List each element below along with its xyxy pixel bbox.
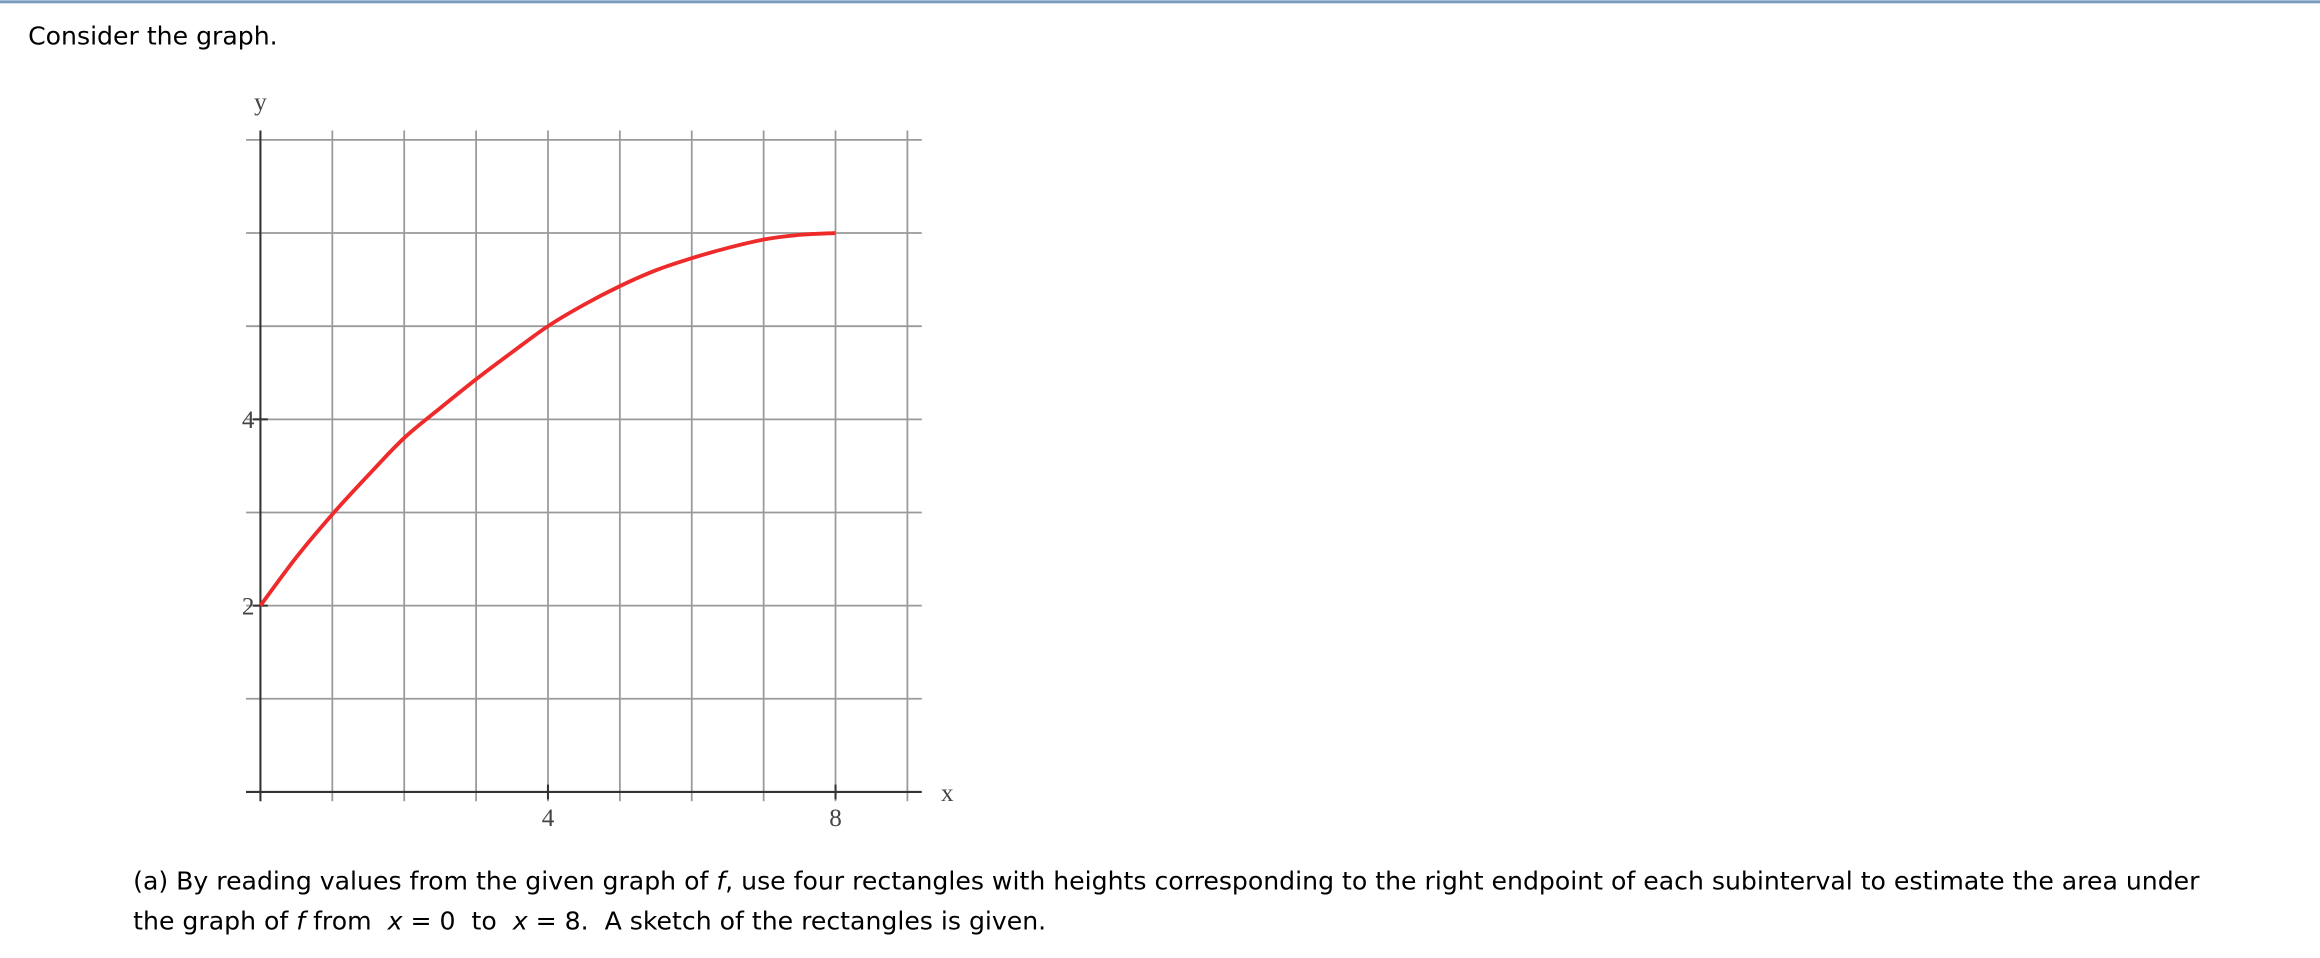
y-axis-label: y (254, 89, 267, 116)
question-text: = 8. A sketch of the rectangles is given… (528, 907, 1047, 936)
question-line: (a) By reading values from the given gra… (133, 867, 2200, 896)
top-border (0, 0, 2320, 4)
curve (258, 231, 836, 607)
math-symbol: x (387, 907, 404, 936)
question-line: the graph of f from x = 0 to x = 8. A sk… (133, 907, 1046, 936)
x-tick-label: 8 (829, 805, 842, 832)
question-text: (a) By reading values from the given gra… (133, 867, 716, 896)
math-symbol: x (512, 907, 529, 936)
question-text: , use four rectangles with heights corre… (725, 867, 2200, 896)
question-text: from (305, 907, 387, 936)
prompt: Consider the graph. (28, 22, 278, 51)
y-tick-label: 2 (242, 594, 255, 621)
y-tick-label: 4 (242, 407, 255, 434)
x-axis-label: x (941, 780, 954, 807)
question-text: = 0 to (402, 907, 512, 936)
question-text: the graph of (133, 907, 296, 936)
x-tick-label: 4 (542, 805, 555, 832)
